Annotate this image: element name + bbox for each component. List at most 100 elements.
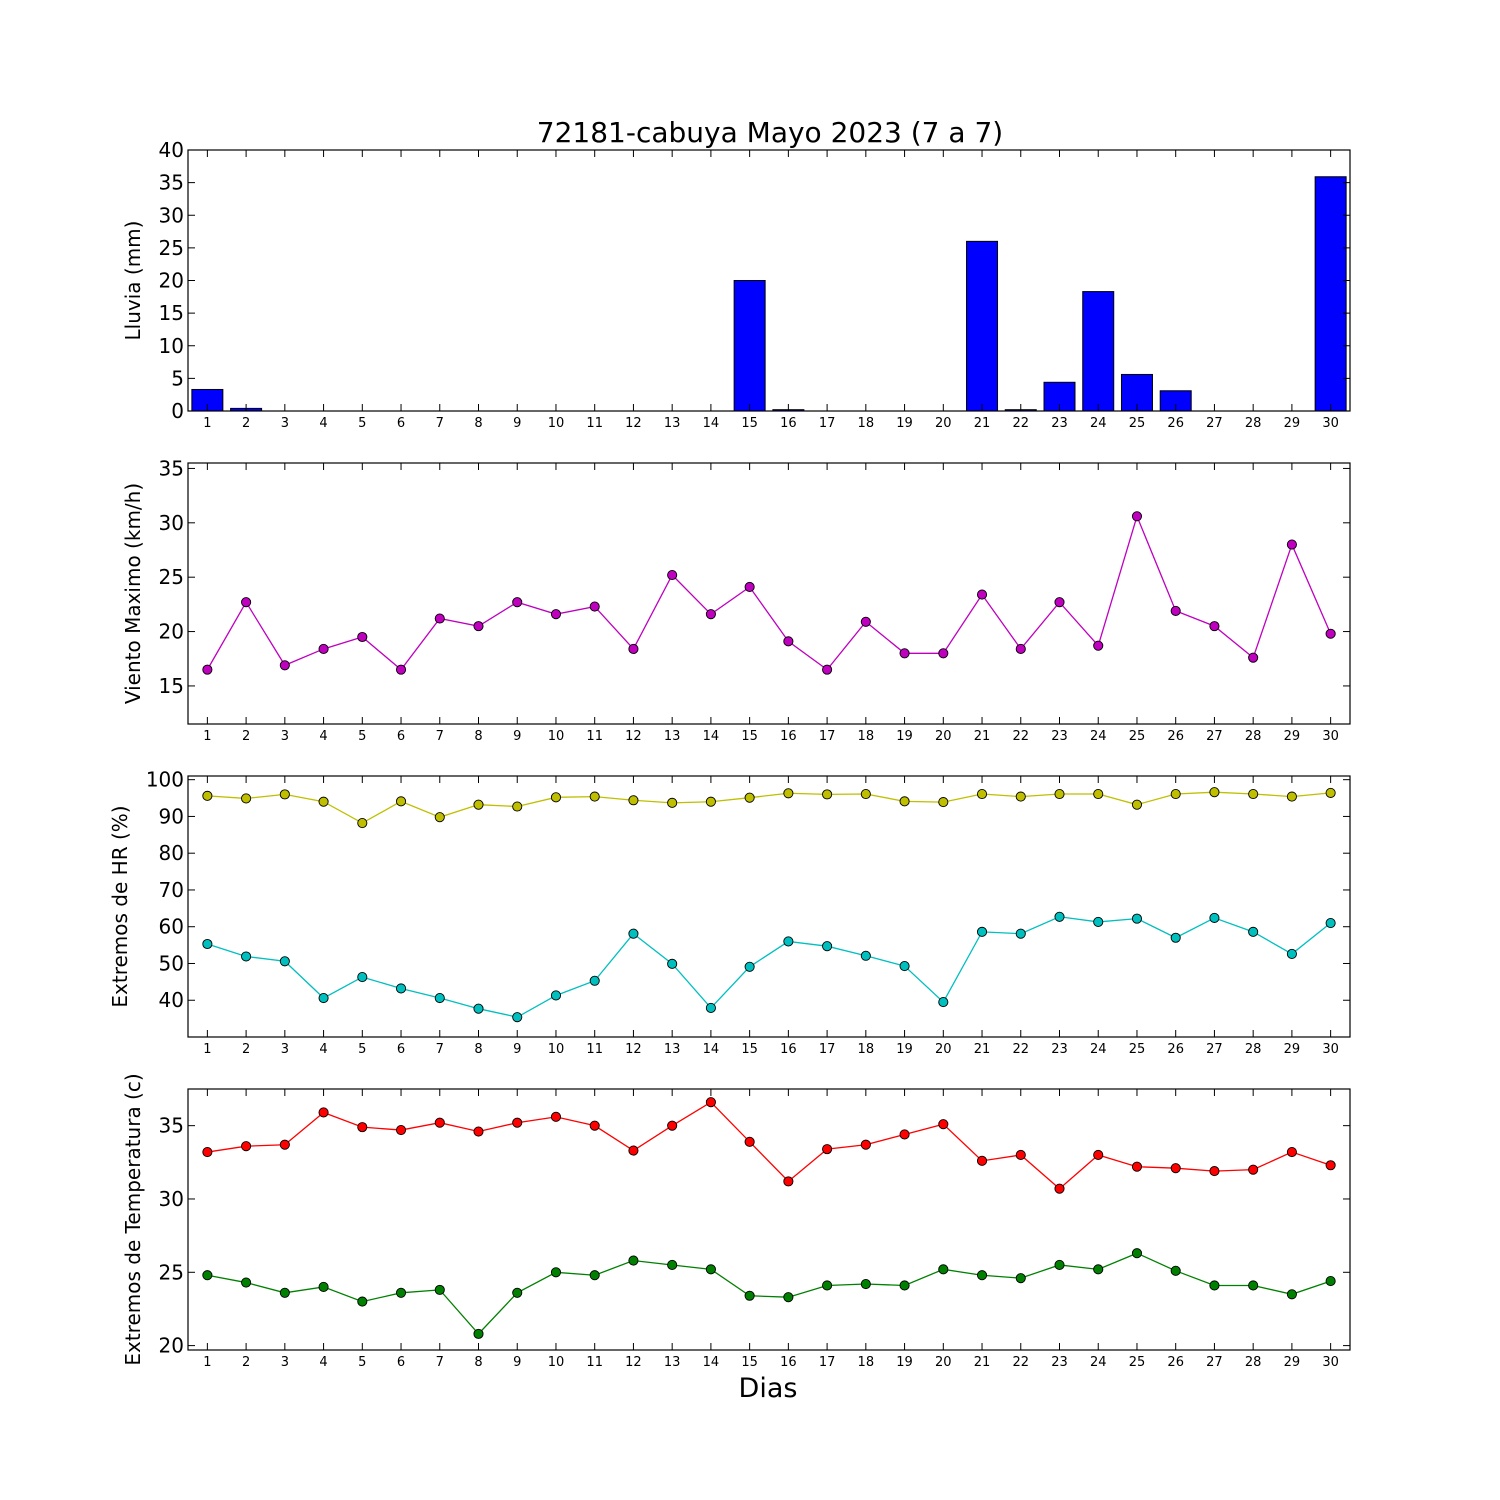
data-point (744, 581, 755, 593)
data-point (744, 1290, 755, 1301)
data-point (279, 1287, 290, 1298)
x-tick-label: 18 (858, 416, 875, 431)
data-point (279, 1139, 290, 1150)
x-tick-label: 14 (703, 729, 720, 744)
data-point (1286, 539, 1297, 550)
data-point (589, 975, 600, 986)
x-tick-label: 3 (281, 1355, 289, 1370)
data-point (512, 1012, 523, 1023)
x-tick-label: 21 (974, 1355, 991, 1370)
x-tick-label: 17 (819, 1042, 836, 1057)
data-point (976, 788, 988, 800)
x-tick-label: 15 (741, 1355, 758, 1370)
x-tick-label: 17 (819, 729, 836, 744)
y-tick-label: 25 (159, 1260, 184, 1284)
x-tick-label: 11 (586, 1042, 603, 1057)
data-point (202, 790, 213, 801)
data-point (279, 956, 290, 967)
data-point (705, 1264, 716, 1275)
data-point (1248, 788, 1259, 800)
x-tick-label: 5 (358, 1355, 366, 1370)
series-line-2 (207, 1252, 1331, 1335)
x-tick-label: 20 (935, 729, 952, 744)
x-tick-label: 9 (513, 729, 521, 744)
x-tick-label: 7 (436, 729, 444, 744)
x-tick-label: 16 (780, 416, 797, 431)
x-tick-label: 30 (1322, 416, 1339, 431)
y-tick-label: 100 (146, 768, 184, 792)
data-point (1015, 1273, 1026, 1284)
data-point (357, 818, 368, 829)
data-point (279, 789, 290, 800)
x-tick-label: 10 (548, 729, 565, 744)
data-point (628, 1145, 639, 1156)
data-point (550, 609, 562, 620)
data-point (705, 796, 716, 807)
x-tick-label: 27 (1206, 416, 1223, 431)
bar (1314, 176, 1347, 412)
x-tick-label: 2 (242, 416, 250, 431)
data-point (628, 1255, 639, 1266)
data-point (1054, 1183, 1065, 1194)
data-point (202, 1147, 213, 1158)
y-axis-label: Lluvia (mm) (121, 221, 145, 341)
data-point (860, 616, 871, 627)
data-point (318, 643, 329, 655)
data-point (1209, 912, 1220, 923)
data-point (473, 799, 484, 810)
data-point (628, 795, 639, 806)
data-point (1093, 1264, 1104, 1275)
data-point (938, 797, 949, 808)
x-tick-label: 2 (242, 729, 250, 744)
x-tick-label: 22 (1012, 1042, 1029, 1057)
x-tick-label: 13 (664, 1355, 681, 1370)
x-tick-label: 24 (1090, 1042, 1107, 1057)
data-point (705, 609, 716, 620)
data-point (899, 1129, 910, 1140)
data-point (860, 950, 871, 961)
data-point (1170, 1163, 1181, 1174)
x-tick-label: 2 (242, 1355, 250, 1370)
series-line-1 (207, 1101, 1331, 1190)
data-point (628, 928, 639, 939)
data-point (589, 601, 600, 612)
data-point (1248, 1280, 1259, 1291)
data-point (667, 1259, 678, 1271)
x-tick-label: 1 (203, 1355, 211, 1370)
data-point (744, 961, 755, 972)
data-point (434, 1284, 445, 1295)
data-point (589, 1270, 600, 1281)
data-point (395, 796, 407, 807)
y-tick-label: 30 (159, 1187, 184, 1211)
data-point (1286, 791, 1297, 802)
data-point (512, 801, 523, 812)
data-point (318, 796, 329, 807)
y-tick-label: 20 (159, 1334, 184, 1358)
data-point (976, 1270, 988, 1281)
bar (1082, 291, 1115, 412)
x-tick-label: 27 (1206, 729, 1223, 744)
x-tick-label: 18 (858, 1042, 875, 1057)
y-tick-label: 35 (159, 171, 184, 195)
bar (733, 280, 766, 412)
x-tick-label: 4 (319, 729, 327, 744)
data-point (512, 1117, 523, 1128)
y-tick-label: 15 (159, 301, 184, 325)
x-tick-label: 20 (935, 416, 952, 431)
data-point (1248, 926, 1259, 937)
y-tick-label: 25 (159, 236, 184, 260)
x-tick-label: 21 (974, 1042, 991, 1057)
x-tick-label: 16 (780, 1042, 797, 1057)
series-line-1 (206, 514, 1332, 671)
data-point (860, 1278, 871, 1290)
x-tick-label: 30 (1322, 729, 1339, 744)
data-point (473, 1328, 484, 1339)
x-tick-label: 16 (780, 729, 797, 744)
x-tick-label: 2 (242, 1042, 250, 1057)
data-point (1325, 787, 1336, 798)
data-point (938, 1264, 949, 1275)
x-tick-label: 26 (1167, 1355, 1184, 1370)
data-point (899, 961, 910, 972)
